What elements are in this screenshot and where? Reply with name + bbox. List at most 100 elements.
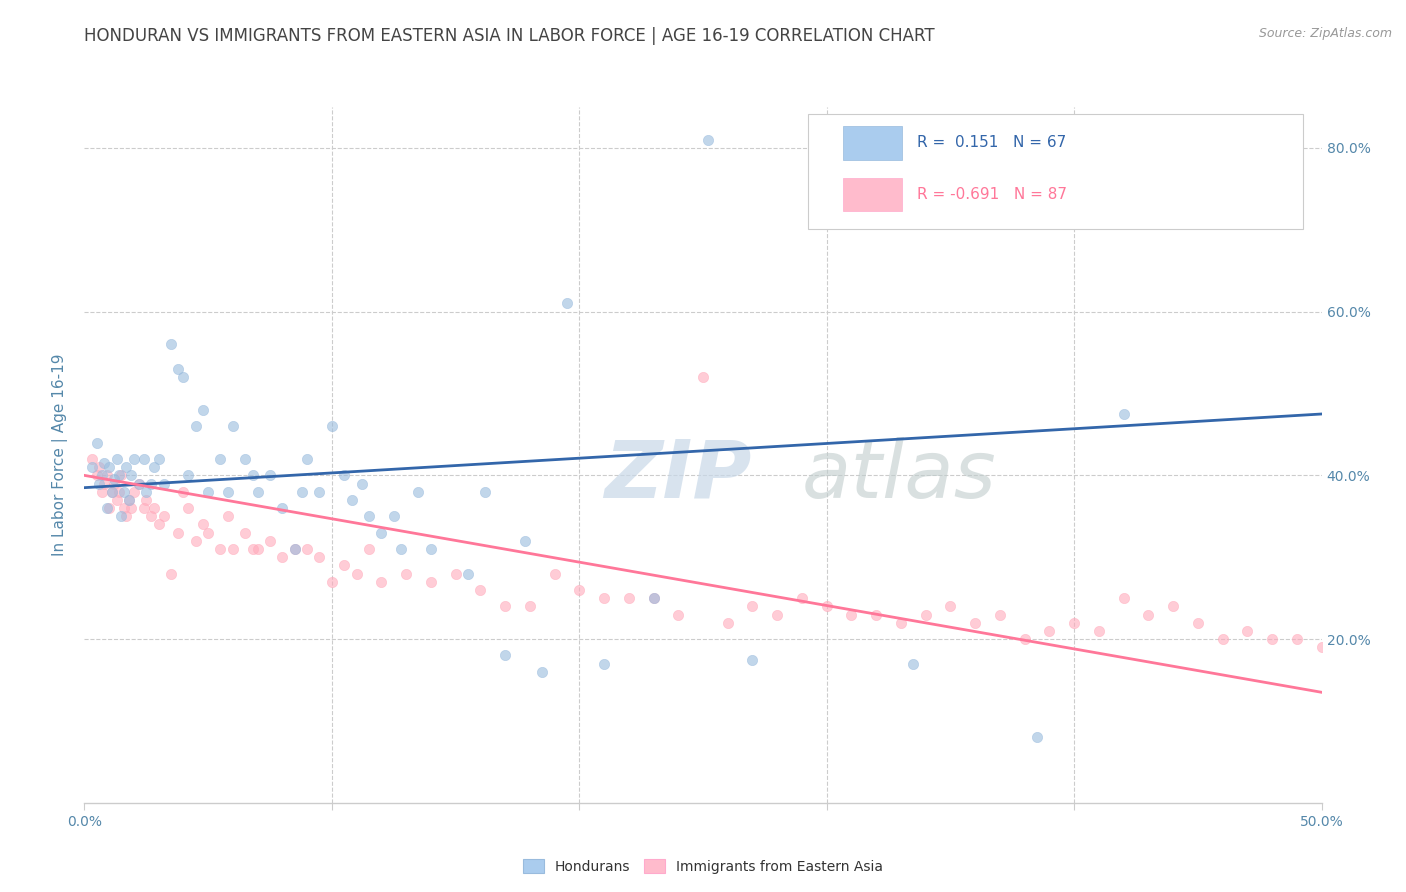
Point bbox=[1187, 615, 1209, 630]
Point bbox=[191, 403, 214, 417]
Point bbox=[295, 452, 318, 467]
Point bbox=[474, 484, 496, 499]
Point bbox=[259, 468, 281, 483]
Text: R =  0.151   N = 67: R = 0.151 N = 67 bbox=[917, 136, 1066, 151]
Point bbox=[308, 484, 330, 499]
Point bbox=[98, 501, 121, 516]
Point bbox=[333, 468, 356, 483]
Point bbox=[295, 542, 318, 557]
Point bbox=[184, 533, 207, 548]
Point bbox=[100, 484, 122, 499]
Point bbox=[141, 476, 163, 491]
Point bbox=[1112, 407, 1135, 421]
Point bbox=[643, 591, 665, 606]
Point bbox=[790, 591, 813, 606]
Point bbox=[98, 460, 121, 475]
Point bbox=[93, 456, 115, 470]
Point bbox=[209, 542, 232, 557]
Point bbox=[766, 607, 789, 622]
Point bbox=[988, 607, 1011, 622]
Y-axis label: In Labor Force | Age 16-19: In Labor Force | Age 16-19 bbox=[52, 353, 69, 557]
Point bbox=[271, 501, 294, 516]
Point bbox=[389, 542, 412, 557]
Point bbox=[86, 435, 108, 450]
Point bbox=[115, 460, 138, 475]
Point bbox=[741, 599, 763, 614]
Point bbox=[1236, 624, 1258, 638]
Point bbox=[160, 337, 183, 351]
Point bbox=[494, 599, 516, 614]
Point bbox=[197, 525, 219, 540]
Point bbox=[939, 599, 962, 614]
Point bbox=[184, 419, 207, 434]
Point bbox=[357, 509, 380, 524]
Point bbox=[543, 566, 565, 581]
Point bbox=[555, 296, 578, 310]
Point bbox=[122, 484, 145, 499]
Text: atlas: atlas bbox=[801, 437, 997, 515]
Point bbox=[86, 468, 108, 483]
Point bbox=[160, 566, 183, 581]
Text: Source: ZipAtlas.com: Source: ZipAtlas.com bbox=[1258, 27, 1392, 40]
Point bbox=[350, 476, 373, 491]
Point bbox=[395, 566, 418, 581]
Point bbox=[1038, 624, 1060, 638]
Point bbox=[321, 574, 343, 589]
Point bbox=[1161, 599, 1184, 614]
Point bbox=[1285, 632, 1308, 646]
Point bbox=[568, 582, 591, 597]
Point bbox=[308, 550, 330, 565]
Point bbox=[246, 542, 269, 557]
Point bbox=[593, 591, 616, 606]
Point bbox=[346, 566, 368, 581]
Point bbox=[741, 652, 763, 666]
Point bbox=[643, 591, 665, 606]
Point bbox=[340, 492, 363, 507]
Text: ZIP: ZIP bbox=[605, 437, 751, 515]
Point bbox=[531, 665, 554, 679]
Point bbox=[197, 484, 219, 499]
Point bbox=[122, 452, 145, 467]
Point bbox=[118, 492, 141, 507]
Point bbox=[90, 468, 112, 483]
Point bbox=[177, 468, 200, 483]
Point bbox=[118, 492, 141, 507]
Point bbox=[152, 509, 174, 524]
Point bbox=[697, 133, 720, 147]
Point bbox=[96, 501, 118, 516]
Point bbox=[593, 657, 616, 671]
Point bbox=[717, 615, 740, 630]
Point bbox=[128, 476, 150, 491]
Point bbox=[408, 484, 430, 499]
Point bbox=[815, 599, 838, 614]
Point bbox=[172, 370, 194, 384]
Point bbox=[321, 419, 343, 434]
Point bbox=[177, 501, 200, 516]
Point bbox=[370, 574, 392, 589]
Point bbox=[1063, 615, 1085, 630]
Point bbox=[217, 509, 239, 524]
Point bbox=[93, 476, 115, 491]
Point bbox=[128, 476, 150, 491]
Point bbox=[1212, 632, 1234, 646]
Point bbox=[1026, 731, 1049, 745]
Point bbox=[419, 574, 441, 589]
Point bbox=[1112, 591, 1135, 606]
Point bbox=[80, 452, 103, 467]
Point bbox=[96, 468, 118, 483]
Point bbox=[233, 452, 256, 467]
Point bbox=[513, 533, 536, 548]
Point bbox=[370, 525, 392, 540]
Point bbox=[242, 542, 264, 557]
Point bbox=[112, 484, 135, 499]
Point bbox=[142, 460, 165, 475]
Point bbox=[105, 492, 128, 507]
Point bbox=[90, 484, 112, 499]
Point bbox=[1088, 624, 1111, 638]
Legend: Hondurans, Immigrants from Eastern Asia: Hondurans, Immigrants from Eastern Asia bbox=[517, 854, 889, 880]
FancyBboxPatch shape bbox=[842, 126, 903, 160]
FancyBboxPatch shape bbox=[808, 114, 1303, 229]
Point bbox=[100, 484, 122, 499]
Point bbox=[148, 452, 170, 467]
Text: HONDURAN VS IMMIGRANTS FROM EASTERN ASIA IN LABOR FORCE | AGE 16-19 CORRELATION : HONDURAN VS IMMIGRANTS FROM EASTERN ASIA… bbox=[84, 27, 935, 45]
